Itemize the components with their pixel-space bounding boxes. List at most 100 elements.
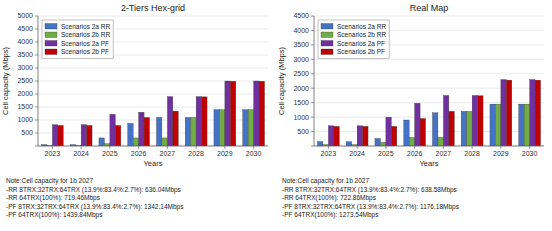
x-tick-label: 2027 <box>436 150 452 157</box>
y-tick <box>311 44 314 45</box>
x-tick-label: 2030 <box>522 150 538 157</box>
grid-line <box>38 16 268 17</box>
note: -PF 64TRX(100%): 1273.54Mbps <box>282 211 379 219</box>
y-tick-label: 2500 <box>17 77 33 84</box>
legend-label: Scenarios 2a RR <box>61 23 110 30</box>
bar <box>87 125 92 146</box>
legend-label: Scenarios 2a PF <box>337 40 385 47</box>
y-tick <box>311 146 314 147</box>
bar <box>409 137 414 146</box>
y-tick-label: 1500 <box>17 103 33 110</box>
y-tick-label: 4000 <box>293 27 309 34</box>
y-axis-label: Cell capacity (Mbps) <box>1 47 10 115</box>
x-tick-label: 2029 <box>493 150 509 157</box>
y-tick-label: 3000 <box>17 64 33 71</box>
legend-swatch <box>45 41 57 47</box>
y-tick-label: 3000 <box>293 56 309 63</box>
x-axis-label: Years <box>144 159 163 168</box>
grid-line <box>38 146 268 147</box>
x-tick <box>529 146 530 149</box>
x-tick-label: 2026 <box>407 150 423 157</box>
x-axis-label: Years <box>420 159 439 168</box>
y-tick <box>35 29 38 30</box>
bar <box>346 142 351 146</box>
x-tick <box>414 146 415 149</box>
y-tick-label: 1500 <box>293 99 309 106</box>
bar <box>214 110 219 146</box>
y-tick-label: 2000 <box>293 85 309 92</box>
bar <box>478 96 483 146</box>
y-tick <box>35 146 38 147</box>
chart-root: 2-Tiers Hex-grid500100015002000250030003… <box>0 0 552 231</box>
legend-label: Scenarios 2a PF <box>61 40 109 47</box>
bar <box>404 120 409 146</box>
x-tick <box>357 146 358 149</box>
bar <box>317 142 322 146</box>
legend-frame <box>42 20 113 59</box>
bar <box>139 112 144 146</box>
bar <box>99 138 104 146</box>
x-tick <box>167 146 168 149</box>
bar <box>115 125 120 146</box>
bar <box>225 81 230 146</box>
x-tick-label: 2023 <box>321 150 337 157</box>
x-tick <box>52 146 53 149</box>
y-tick <box>35 120 38 121</box>
legend-swatch <box>45 32 57 38</box>
bar <box>230 81 235 146</box>
x-tick-label: 2029 <box>217 150 233 157</box>
x-tick-label: 2030 <box>246 150 262 157</box>
y-tick-label: 4500 <box>293 12 309 19</box>
x-tick <box>81 146 82 149</box>
bar <box>133 138 138 146</box>
x-tick <box>109 146 110 149</box>
background <box>0 0 552 231</box>
x-tick <box>328 146 329 149</box>
y-tick <box>311 59 314 60</box>
note: Note:Cell capacity for 1b 2027 <box>282 177 369 185</box>
bar <box>472 95 477 146</box>
x-tick <box>443 146 444 149</box>
y-tick <box>311 30 314 31</box>
y-tick <box>35 94 38 95</box>
y-tick-label: 500 <box>297 128 309 135</box>
bar <box>248 110 253 146</box>
bar <box>357 126 362 146</box>
x-tick <box>138 146 139 149</box>
bar <box>438 137 443 146</box>
bar <box>52 125 57 146</box>
x-tick <box>196 146 197 149</box>
bar <box>219 110 224 146</box>
y-tick <box>35 68 38 69</box>
y-tick <box>311 131 314 132</box>
bars <box>317 80 540 146</box>
bar <box>467 111 472 146</box>
note: -RR 64TRX(100%): 722.86Mbps <box>282 194 377 202</box>
bar <box>81 125 86 146</box>
y-tick <box>35 81 38 82</box>
y-tick-label: 5000 <box>17 12 33 19</box>
bar <box>432 113 437 146</box>
legend-swatch <box>321 32 333 38</box>
y-tick-label: 1000 <box>293 114 309 121</box>
y-tick <box>35 42 38 43</box>
y-axis <box>38 16 39 146</box>
y-tick <box>35 16 38 17</box>
x-tick-label: 2028 <box>464 150 480 157</box>
grid-line <box>314 16 544 17</box>
bar <box>196 97 201 146</box>
bar <box>191 117 196 146</box>
note: -RR 64TRX(100%): 719.46Mbps <box>6 194 101 202</box>
legend: Scenarios 2a RRScenarios 2b RRScenarios … <box>318 20 389 59</box>
y-tick <box>311 102 314 103</box>
bar <box>391 126 396 146</box>
y-tick <box>35 55 38 56</box>
bar <box>490 104 495 146</box>
bar <box>386 117 391 146</box>
legend-label: Scenarios 2b RR <box>61 31 110 38</box>
y-tick <box>311 73 314 74</box>
x-tick-label: 2024 <box>73 150 89 157</box>
grid-line <box>38 68 268 69</box>
bar <box>506 80 511 146</box>
bar <box>420 119 425 146</box>
